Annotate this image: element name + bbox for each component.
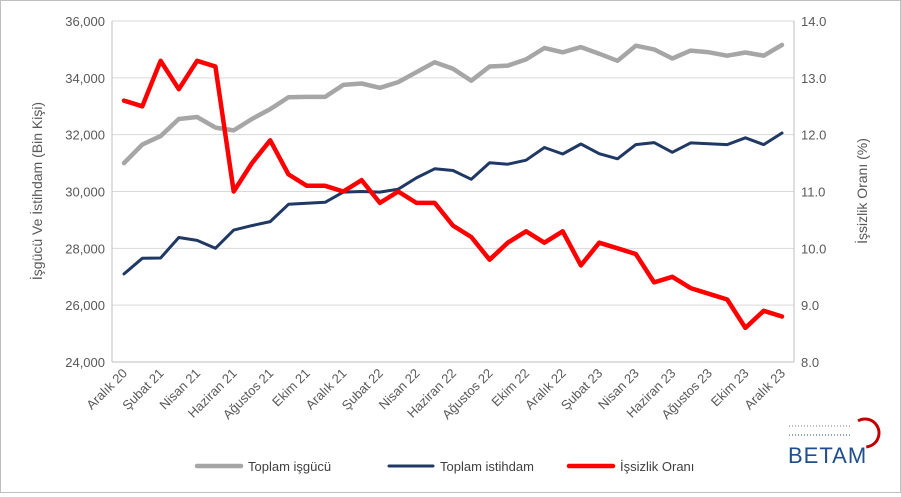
left-axis-title: İşgücü Ve İstihdam (Bin Kişi): [28, 102, 45, 280]
series-line-1: [122, 131, 784, 276]
y2-tick-label: 12.0: [801, 128, 826, 143]
y-tick-label: 34,000: [65, 71, 105, 86]
legend-label-0: Toplam işgücü: [248, 459, 331, 474]
right-axis-title: İşsizlik Oranı (%): [853, 138, 870, 244]
betam-logo: BETAM: [788, 417, 881, 468]
y-tick-label: 36,000: [65, 14, 105, 29]
logo-text: BETAM: [788, 443, 867, 468]
series-line-0: [121, 42, 785, 166]
left-axis-ticks: 24,000 26,000 28,000 30,000 32,000 34,000 36,0…: [65, 14, 105, 370]
series-line-2: [121, 58, 785, 331]
y2-tick-label: 14.0: [801, 14, 826, 29]
y-tick-label: 24,000: [65, 355, 105, 370]
y2-tick-label: 10.0: [801, 241, 826, 256]
y-tick-label: 30,000: [65, 185, 105, 200]
y2-tick-label: 13.0: [801, 71, 826, 86]
y2-tick-label: 9.0: [801, 298, 819, 313]
right-axis-ticks: 8.0 9.0 10.0 11.0 12.0 13.0 14.0: [801, 14, 826, 370]
y-tick-label: 26,000: [65, 298, 105, 313]
legend: Toplam işgücü Toplam istihdam İşsizlik Ora…: [194, 459, 694, 474]
y2-tick-label: 8.0: [801, 355, 819, 370]
y-tick-label: 32,000: [65, 128, 105, 143]
y-tick-label: 28,000: [65, 241, 105, 256]
y2-tick-label: 11.0: [801, 185, 825, 200]
gridlines: [112, 20, 794, 306]
legend-label-1: Toplam istihdam: [440, 459, 534, 474]
legend-label-2: İşsizlik Oranı: [620, 459, 694, 474]
axes: [111, 21, 795, 363]
series-lines: [121, 42, 785, 331]
x-tick-label: Aralık 23: [741, 366, 788, 413]
